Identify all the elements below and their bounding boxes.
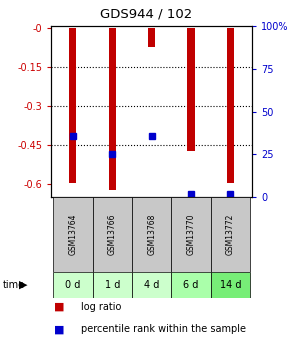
Bar xyxy=(211,197,250,272)
Text: log ratio: log ratio xyxy=(81,302,121,312)
Bar xyxy=(53,272,93,298)
Bar xyxy=(69,29,76,183)
Text: 1 d: 1 d xyxy=(105,280,120,290)
Text: 0 d: 0 d xyxy=(65,280,81,290)
Bar xyxy=(132,197,171,272)
Bar xyxy=(132,272,171,298)
Bar xyxy=(53,197,93,272)
Text: GSM13768: GSM13768 xyxy=(147,214,156,255)
Text: GSM13766: GSM13766 xyxy=(108,214,117,255)
Text: ■: ■ xyxy=(54,324,65,334)
Text: GSM13770: GSM13770 xyxy=(186,214,195,255)
Text: GSM13764: GSM13764 xyxy=(69,214,77,255)
Bar xyxy=(171,272,211,298)
Text: ■: ■ xyxy=(54,302,65,312)
Bar xyxy=(93,272,132,298)
Bar xyxy=(188,29,195,150)
Text: percentile rank within the sample: percentile rank within the sample xyxy=(81,324,246,334)
Bar xyxy=(171,197,211,272)
Text: 6 d: 6 d xyxy=(183,280,199,290)
Bar xyxy=(109,29,116,189)
Bar xyxy=(211,272,250,298)
Text: GDS944 / 102: GDS944 / 102 xyxy=(100,8,193,21)
Text: 14 d: 14 d xyxy=(219,280,241,290)
Text: 4 d: 4 d xyxy=(144,280,159,290)
Text: time: time xyxy=(3,280,25,290)
Bar xyxy=(148,29,155,47)
Text: GSM13772: GSM13772 xyxy=(226,214,235,255)
Bar xyxy=(227,29,234,183)
Text: ▶: ▶ xyxy=(19,280,28,290)
Bar xyxy=(93,197,132,272)
